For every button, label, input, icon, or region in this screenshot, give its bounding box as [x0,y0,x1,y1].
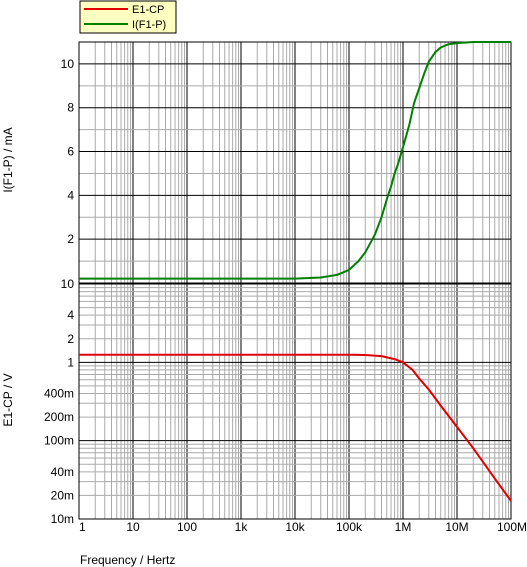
bottom-y-tick-label: 1 [67,355,74,369]
x-tick-label: 100 [177,520,197,534]
top-panel-grid [78,41,512,284]
bottom-y-tick-label: 400m [44,387,74,401]
bottom-y-tick-label: 4 [67,308,74,322]
series-line-e1-cp [79,353,512,502]
legend-box [79,0,177,34]
bottom-y-tick-label: 10m [51,512,74,526]
x-tick-label: 100k [336,520,363,534]
legend-label-i-f1-p: I(F1-P) [132,19,166,31]
bottom-y-tick-label: 2 [67,332,74,346]
bottom-y-tick-label: 200m [44,410,74,424]
top-y-tick-label: 6 [67,145,74,159]
tick-labels: 2 4 6 8 10 10m 20m 40m 100m 200m 400m 1 2 4 10 1 10 100 1k… [44,57,527,534]
x-tick-label: 100M [497,520,527,534]
top-y-tick-label: 8 [67,101,74,115]
bottom-panel-frame [78,283,512,520]
x-tick-label: 10k [285,520,305,534]
x-tick-label: 10 [126,520,140,534]
top-panel-frame [78,41,512,284]
top-y-axis-label: I(F1-P) / mA [1,127,15,192]
x-tick-label: 10M [445,520,468,534]
top-y-tick-label: 2 [67,232,74,246]
legend: E1-CP I(F1-P) [79,0,177,34]
bottom-y-axis-label: E1-CP / V [1,373,15,426]
top-y-tick-label: 4 [67,188,74,202]
x-tick-label: 1M [395,520,412,534]
series-line-i-f1-p [79,41,511,280]
bottom-y-tick-label: 20m [51,488,74,502]
x-tick-label: 1k [235,520,249,534]
bottom-y-tick-label: 100m [44,434,74,448]
bottom-y-tick-label: 40m [51,465,74,479]
top-y-tick-label: 10 [61,57,75,71]
bottom-panel-grid [78,283,512,520]
series-lines [79,41,512,502]
bottom-y-tick-label: 10 [61,277,75,291]
x-tick-label: 1 [79,520,86,534]
x-axis-label: Frequency / Hertz [80,553,175,567]
legend-label-e1-cp: E1-CP [132,4,164,16]
